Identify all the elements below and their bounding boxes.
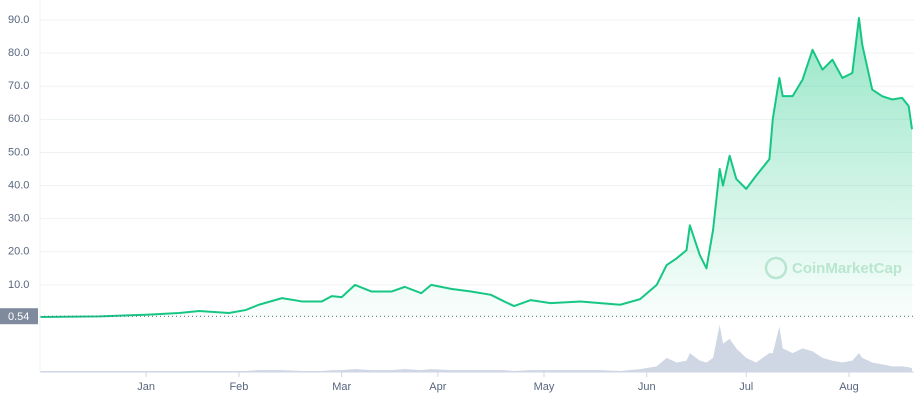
price-area	[40, 18, 912, 318]
price-line	[39, 17, 913, 319]
volume-area	[40, 324, 912, 372]
x-tick-label: Apr	[429, 381, 446, 393]
reference-label-box	[0, 308, 38, 325]
x-tick-label: Jul	[739, 381, 753, 393]
y-tick-label: 60.0	[8, 113, 29, 125]
y-tick-label: 40.0	[8, 179, 29, 191]
y-tick-label: 30.0	[8, 213, 29, 225]
x-tick-label: Jan	[137, 381, 155, 393]
watermark-text: CoinMarketCap	[792, 260, 902, 277]
x-tick-label: Mar	[332, 381, 351, 393]
watermark-logo	[764, 256, 788, 280]
watermark: CoinMarketCap	[764, 256, 902, 280]
y-tick-label: 70.0	[8, 80, 29, 92]
y-tick-label: 80.0	[8, 47, 29, 59]
reference-label: 0.54	[8, 311, 29, 323]
x-tick-label: May	[534, 381, 555, 393]
x-tick-label: Feb	[229, 381, 248, 393]
y-tick-label: 10.0	[8, 279, 29, 291]
x-tick-label: Aug	[839, 381, 859, 393]
y-tick-label: 50.0	[8, 146, 29, 158]
y-tick-label: 20.0	[8, 246, 29, 258]
y-tick-label: 90.0	[8, 14, 29, 26]
x-tick-label: Jun	[638, 381, 656, 393]
